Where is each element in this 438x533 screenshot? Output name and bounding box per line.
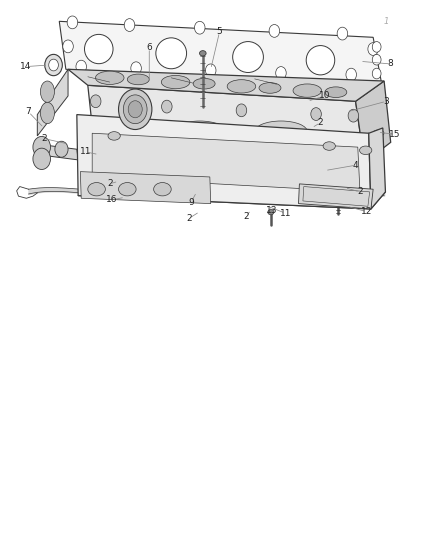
Text: 2: 2 (41, 134, 46, 143)
Polygon shape (232, 181, 258, 195)
Text: 5: 5 (216, 28, 222, 36)
Polygon shape (78, 176, 385, 209)
Circle shape (33, 148, 50, 169)
Polygon shape (36, 144, 78, 160)
Polygon shape (149, 179, 175, 192)
Text: 16: 16 (106, 196, 117, 204)
Ellipse shape (306, 45, 334, 75)
Ellipse shape (254, 121, 307, 142)
Text: 9: 9 (187, 198, 194, 207)
Text: 13: 13 (266, 206, 277, 215)
Ellipse shape (193, 78, 215, 89)
Ellipse shape (95, 71, 124, 84)
Ellipse shape (227, 79, 255, 93)
Circle shape (236, 104, 246, 117)
Text: 2: 2 (317, 118, 322, 127)
Circle shape (123, 95, 147, 124)
Text: 2: 2 (357, 188, 362, 196)
Circle shape (310, 108, 321, 120)
Text: 10: 10 (318, 92, 330, 100)
Circle shape (205, 64, 215, 77)
Ellipse shape (155, 38, 186, 69)
Ellipse shape (267, 209, 273, 215)
Ellipse shape (293, 84, 321, 98)
Ellipse shape (232, 42, 263, 72)
Circle shape (49, 59, 58, 71)
Ellipse shape (322, 142, 335, 150)
Ellipse shape (40, 102, 54, 124)
Circle shape (33, 136, 50, 158)
Polygon shape (298, 184, 372, 209)
Ellipse shape (91, 146, 97, 151)
Polygon shape (355, 81, 390, 163)
Polygon shape (279, 185, 289, 195)
Circle shape (116, 182, 127, 195)
Text: 3: 3 (382, 97, 389, 106)
Ellipse shape (334, 199, 340, 204)
Ellipse shape (88, 182, 105, 196)
Text: 12: 12 (360, 207, 371, 216)
Text: 4: 4 (352, 161, 357, 169)
Text: 1: 1 (383, 17, 388, 26)
Polygon shape (258, 181, 285, 195)
Text: 2: 2 (107, 180, 112, 188)
Polygon shape (37, 69, 68, 136)
Circle shape (55, 141, 68, 157)
Circle shape (131, 62, 141, 75)
Circle shape (67, 16, 78, 29)
Circle shape (45, 54, 62, 76)
Circle shape (275, 67, 286, 79)
Text: 15: 15 (389, 130, 400, 139)
Ellipse shape (127, 74, 149, 85)
Polygon shape (92, 133, 359, 192)
Circle shape (118, 89, 152, 130)
Text: 14: 14 (20, 62, 31, 71)
Polygon shape (77, 115, 370, 209)
Circle shape (113, 177, 130, 199)
Circle shape (371, 54, 380, 65)
Polygon shape (123, 177, 149, 191)
Circle shape (336, 27, 347, 40)
Circle shape (124, 19, 134, 31)
Circle shape (63, 40, 73, 53)
Ellipse shape (92, 121, 145, 142)
Text: 6: 6 (146, 44, 152, 52)
Text: 2: 2 (243, 212, 248, 221)
Polygon shape (59, 21, 381, 85)
Circle shape (371, 42, 380, 52)
Ellipse shape (123, 109, 147, 120)
Polygon shape (88, 85, 364, 163)
Polygon shape (80, 172, 210, 204)
Text: 7: 7 (25, 108, 32, 116)
Text: 11: 11 (279, 209, 290, 217)
Ellipse shape (40, 81, 54, 102)
Circle shape (128, 101, 142, 118)
Ellipse shape (161, 75, 190, 88)
Circle shape (194, 21, 205, 34)
Ellipse shape (173, 121, 226, 142)
Text: 8: 8 (387, 60, 393, 68)
Ellipse shape (324, 87, 346, 98)
Ellipse shape (118, 182, 136, 196)
Circle shape (345, 68, 356, 81)
Text: 2: 2 (186, 214, 191, 223)
Circle shape (76, 60, 86, 73)
Polygon shape (68, 69, 383, 101)
Ellipse shape (108, 132, 120, 140)
Circle shape (161, 100, 172, 113)
Ellipse shape (199, 51, 206, 56)
Ellipse shape (359, 146, 371, 155)
Polygon shape (368, 128, 385, 209)
Text: 11: 11 (80, 148, 91, 156)
Circle shape (371, 68, 380, 79)
Circle shape (347, 109, 358, 122)
Polygon shape (206, 180, 232, 193)
Circle shape (268, 25, 279, 37)
Ellipse shape (258, 83, 280, 93)
Circle shape (90, 95, 101, 108)
Ellipse shape (372, 130, 383, 136)
Circle shape (367, 43, 378, 55)
Ellipse shape (84, 34, 113, 64)
Ellipse shape (153, 182, 171, 196)
